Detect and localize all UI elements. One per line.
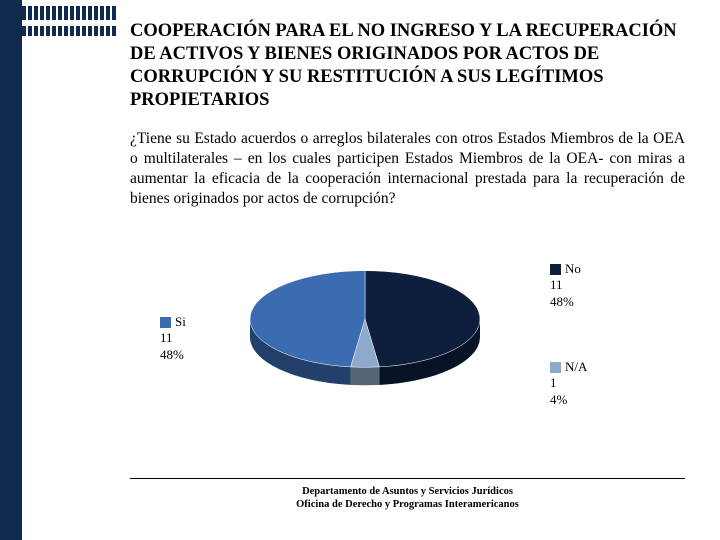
legend-no: No 11 48% [550,261,581,310]
legend-pct: 48% [550,294,574,309]
legend-label: Si [175,314,186,329]
footer-divider [130,478,685,479]
survey-question: ¿Tiene su Estado acuerdos o arreglos bil… [130,129,685,210]
page-title: COOPERACIÓN PARA EL NO INGRESO Y LA RECU… [130,20,685,113]
content-area: COOPERACIÓN PARA EL NO INGRESO Y LA RECU… [130,20,685,419]
sidebar-dark-strip [0,0,22,540]
legend-count: 11 [550,277,563,292]
footer-text: Departamento de Asuntos y Servicios Jurí… [130,485,685,511]
legend-swatch-icon [550,264,561,275]
legend-na: N/A 1 4% [550,359,587,408]
pie-chart [240,269,490,379]
legend-pct: 48% [160,347,184,362]
legend-count: 11 [160,330,173,345]
legend-label: N/A [565,359,587,374]
footer-line-2: Oficina de Derecho y Programas Interamer… [296,499,519,510]
pie-chart-region: Si 11 48% No 11 48% N/A 1 4% [130,229,685,419]
legend-si: Si 11 48% [160,314,186,363]
legend-pct: 4% [550,392,567,407]
sidebar-tick-marks [22,6,117,36]
legend-swatch-icon [550,362,561,373]
legend-label: No [565,261,581,276]
footer-line-1: Departamento de Asuntos y Servicios Jurí… [302,486,513,497]
legend-count: 1 [550,375,557,390]
legend-swatch-icon [160,317,171,328]
